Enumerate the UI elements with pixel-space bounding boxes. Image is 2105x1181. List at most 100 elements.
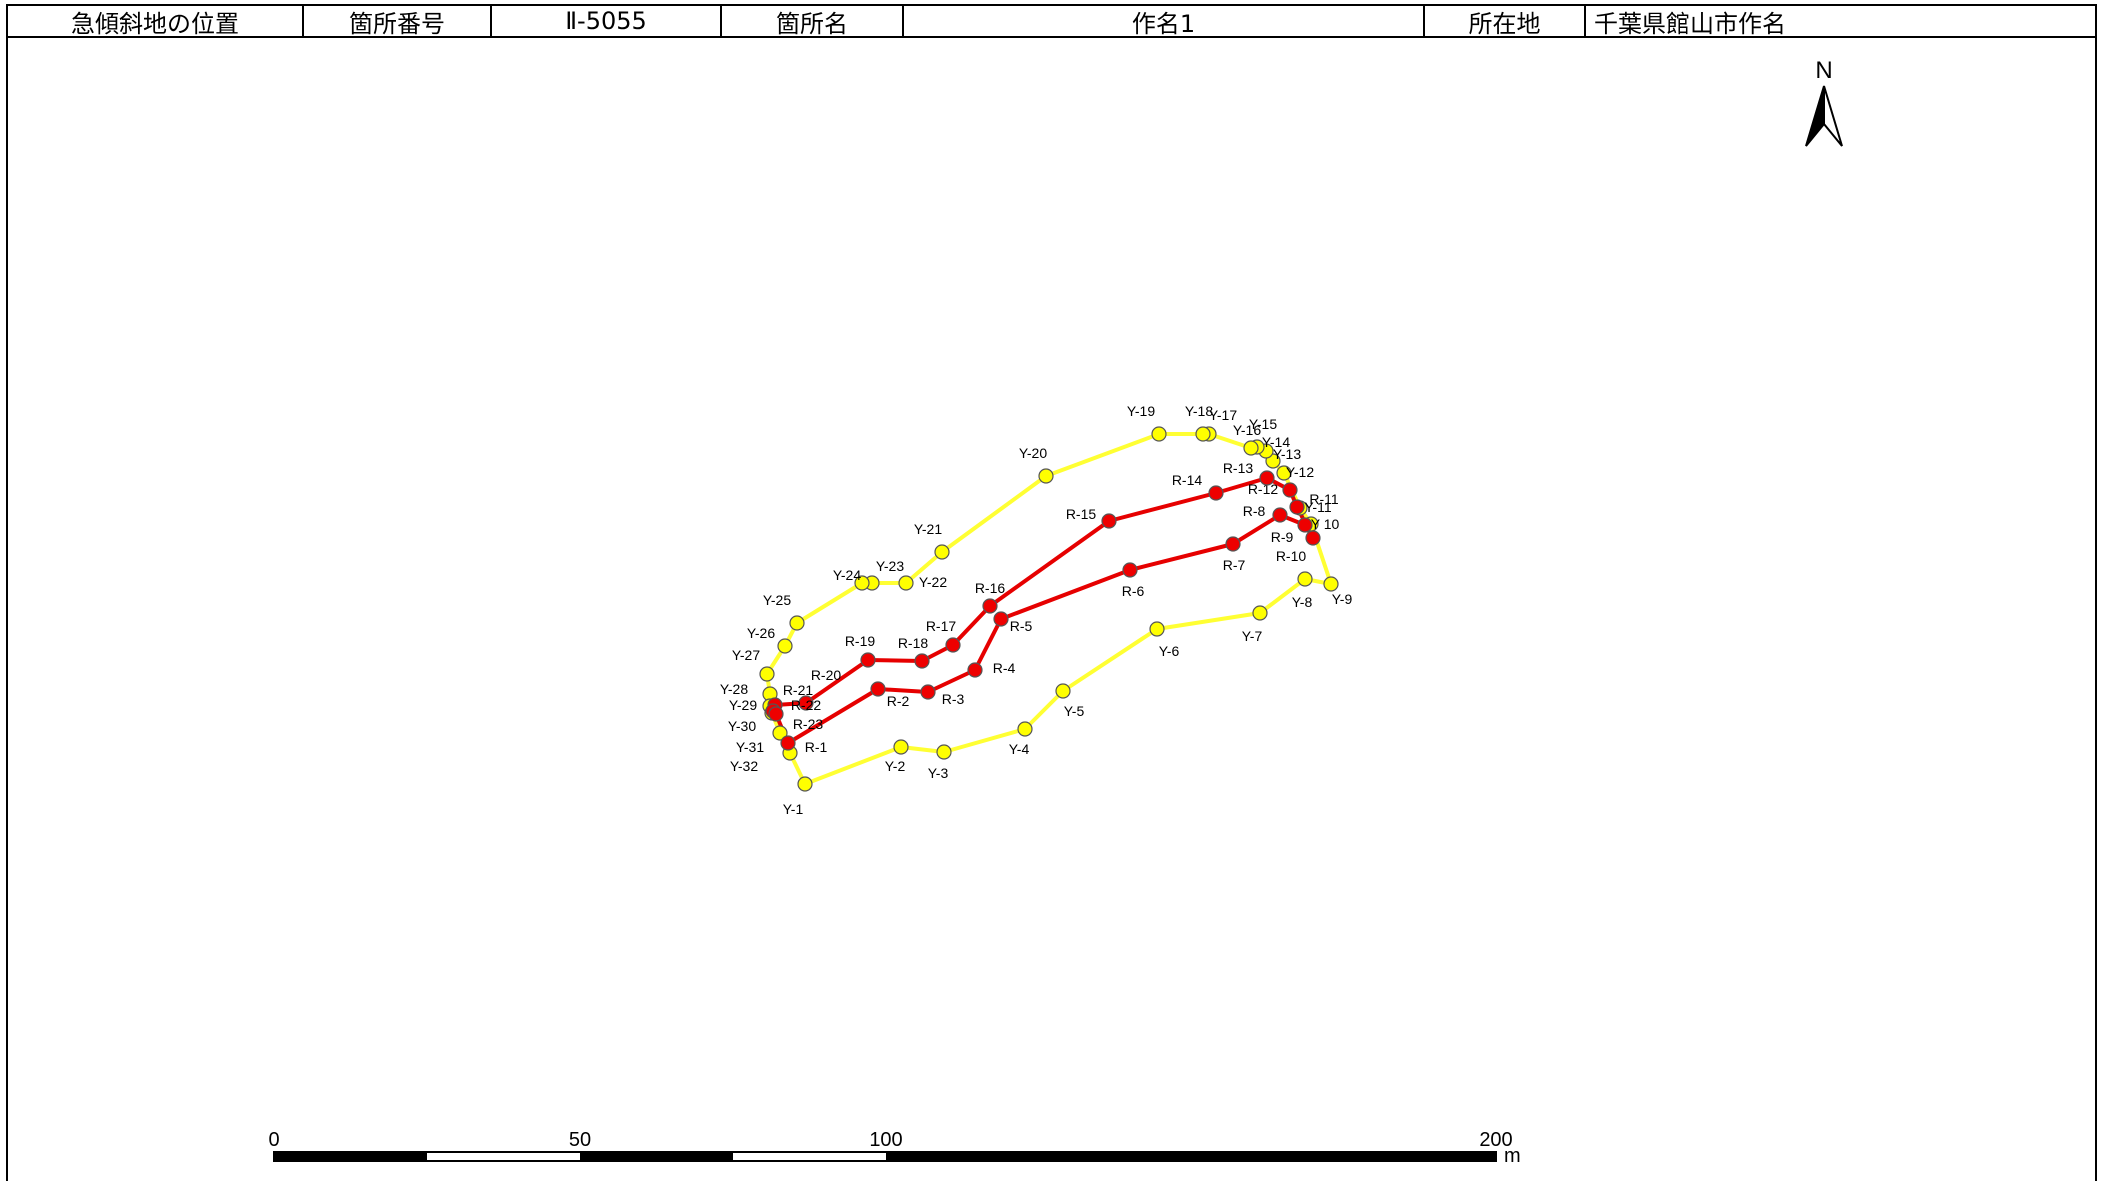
yellow-point-y-31[interactable]	[772, 725, 788, 741]
yellow-point-y-2[interactable]	[893, 739, 909, 755]
red-point-r-16[interactable]	[982, 598, 998, 614]
red-label-r-14: R-14	[1172, 472, 1203, 488]
red-label-r-15: R-15	[1066, 506, 1097, 522]
red-point-r-23[interactable]	[768, 706, 784, 722]
red-label-r-5: R-5	[1010, 618, 1033, 634]
yellow-point-y-26[interactable]	[777, 638, 793, 654]
yellow-label-y-4: Y-4	[1009, 741, 1030, 757]
map-frame	[6, 38, 2097, 1181]
yellow-label-y-5: Y-5	[1064, 703, 1085, 719]
yellow-point-y-24[interactable]	[854, 575, 870, 591]
scale-unit: m	[1504, 1145, 1521, 1167]
red-label-r-7: R-7	[1223, 557, 1246, 573]
yellow-label-y-20: Y-20	[1019, 445, 1048, 461]
red-point-r-5[interactable]	[993, 611, 1009, 627]
red-point-r-1[interactable]	[780, 735, 796, 751]
yellow-point-y-7[interactable]	[1252, 605, 1268, 621]
scale-tick-50: 50	[569, 1129, 591, 1151]
yellow-label-y-9: Y-9	[1332, 591, 1353, 607]
header-number-value: Ⅱ-5055	[492, 6, 722, 36]
yellow-point-y-1[interactable]	[797, 776, 813, 792]
yellow-point-y-20[interactable]	[1038, 468, 1054, 484]
yellow-boundary-line	[765, 432, 1333, 786]
yellow-label-y-13: Y-13	[1273, 446, 1302, 462]
red-label-r-19: R-19	[845, 633, 876, 649]
red-label-r-9: R-9	[1271, 529, 1294, 545]
yellow-point-y-21[interactable]	[934, 544, 950, 560]
yellow-label-y-6: Y-6	[1159, 643, 1180, 659]
yellow-label-y-1: Y-1	[783, 801, 804, 817]
red-point-r-19[interactable]	[860, 652, 876, 668]
yellow-point-y-5[interactable]	[1055, 683, 1071, 699]
red-boundary-line	[771, 476, 1315, 745]
yellow-label-y-32: Y-32	[730, 758, 759, 774]
red-point-r-6[interactable]	[1122, 562, 1138, 578]
header-location-label: 所在地	[1425, 6, 1586, 36]
yellow-label-y-19: Y-19	[1127, 403, 1156, 419]
red-label-r-23: R-23	[793, 716, 824, 732]
scale-bar: 0 50 100 200 m	[268, 1129, 1520, 1167]
yellow-label-y-2: Y-2	[885, 758, 906, 774]
yellow-point-y-4[interactable]	[1017, 721, 1033, 737]
yellow-label-y-30: Y-30	[728, 718, 757, 734]
yellow-point-y-9[interactable]	[1323, 576, 1339, 592]
red-point-r-13[interactable]	[1259, 470, 1275, 486]
red-point-r-4[interactable]	[967, 662, 983, 678]
scale-tick-100: 100	[869, 1129, 902, 1151]
yellow-point-y-3[interactable]	[936, 744, 952, 760]
red-label-r-2: R-2	[887, 693, 910, 709]
red-label-r-16: R-16	[975, 580, 1006, 596]
red-point-r-12[interactable]	[1282, 482, 1298, 498]
red-label-r-10: R-10	[1276, 548, 1307, 564]
yellow-label-y-14: Y-14	[1262, 434, 1291, 450]
yellow-point-y-27[interactable]	[759, 666, 775, 682]
red-point-r-10[interactable]	[1305, 530, 1321, 546]
red-point-r-17[interactable]	[945, 637, 961, 653]
yellow-label-y-21: Y-21	[914, 521, 943, 537]
red-label-r-6: R-6	[1122, 583, 1145, 599]
header-bar: 急傾斜地の位置 箇所番号 Ⅱ-5055 箇所名 作名1 所在地 千葉県館山市作名	[6, 4, 2097, 38]
yellow-point-y-16[interactable]	[1243, 440, 1259, 456]
yellow-label-y-26: Y-26	[747, 625, 776, 641]
yellow-label-y-8: Y-8	[1292, 594, 1313, 610]
red-point-r-9[interactable]	[1297, 517, 1313, 533]
yellow-point-y-18[interactable]	[1195, 426, 1211, 442]
red-label-r-17: R-17	[926, 618, 957, 634]
yellow-label-y-16: Y-16	[1233, 422, 1262, 438]
red-point-r-20[interactable]	[798, 695, 814, 711]
boundary-lines	[765, 432, 1333, 786]
yellow-point-y-19[interactable]	[1151, 426, 1167, 442]
red-label-r-22: R-22	[791, 697, 822, 713]
yellow-point-y-6[interactable]	[1149, 621, 1165, 637]
red-label-r-20: R-20	[811, 667, 842, 683]
header-number-label: 箇所番号	[304, 6, 492, 36]
yellow-point-y-22[interactable]	[898, 575, 914, 591]
yellow-point-y-8[interactable]	[1297, 571, 1313, 587]
yellow-point-y-25[interactable]	[789, 615, 805, 631]
header-name-value: 作名1	[904, 6, 1425, 36]
yellow-label-y-10: Y 10	[1311, 516, 1340, 532]
header-name-label: 箇所名	[722, 6, 904, 36]
red-label-r-12: R-12	[1248, 481, 1279, 497]
red-point-r-11[interactable]	[1289, 499, 1305, 515]
red-label-r-11: R-11	[1309, 491, 1339, 507]
red-point-r-15[interactable]	[1101, 513, 1117, 529]
yellow-label-y-15: Y-15	[1249, 416, 1278, 432]
red-point-r-7[interactable]	[1225, 536, 1241, 552]
red-label-r-18: R-18	[898, 635, 929, 651]
red-point-r-8[interactable]	[1272, 507, 1288, 523]
red-label-r-1: R-1	[805, 739, 828, 755]
yellow-point-y-12[interactable]	[1276, 465, 1292, 481]
yellow-label-y-18: Y-18	[1185, 403, 1214, 419]
red-point-r-18[interactable]	[914, 653, 930, 669]
red-point-r-3[interactable]	[920, 684, 936, 700]
yellow-label-y-23: Y-23	[876, 558, 905, 574]
red-point-r-14[interactable]	[1208, 485, 1224, 501]
red-point-r-2[interactable]	[870, 681, 886, 697]
header-location-value: 千葉県館山市作名	[1594, 9, 1786, 37]
yellow-label-y-31: Y-31	[736, 739, 765, 755]
red-label-r-4: R-4	[993, 660, 1016, 676]
yellow-label-y-7: Y-7	[1242, 628, 1263, 644]
yellow-label-y-24: Y-24	[833, 567, 862, 583]
